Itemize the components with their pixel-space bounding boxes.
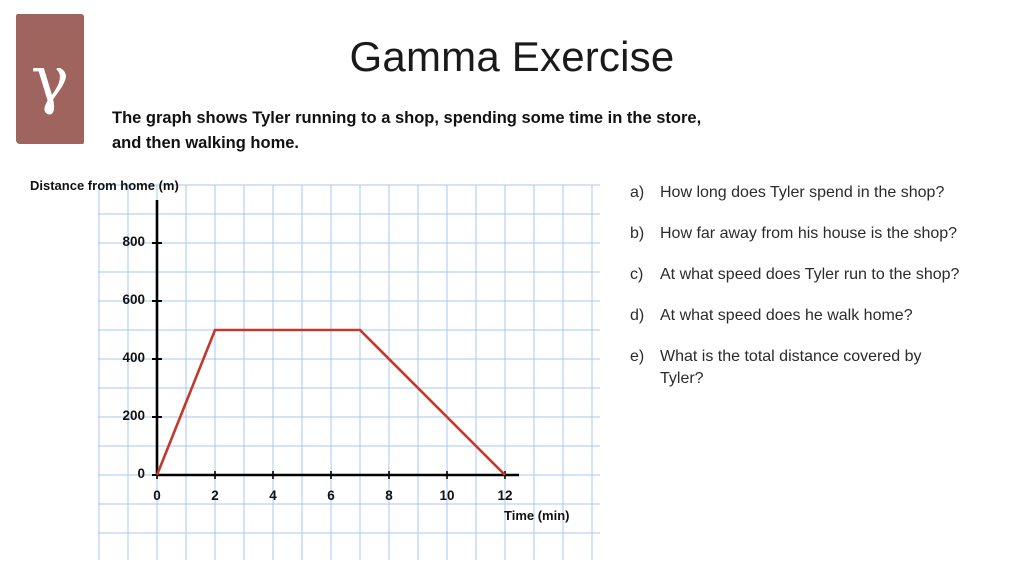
question-text: At what speed does he walk home? (660, 307, 913, 324)
y-axis-tick-label: 800 (122, 234, 145, 249)
y-axis-tick-label: 0 (137, 466, 145, 481)
x-axis-tick-label: 8 (385, 488, 393, 503)
distance-time-graph: Distance from home (m) Time (min) 0 200 40… (22, 170, 622, 570)
intro-paragraph: The graph shows Tyler running to a shop,… (112, 109, 702, 152)
graph-grid (98, 184, 600, 560)
question-marker: d) (630, 307, 645, 324)
question-marker: c) (630, 266, 644, 283)
x-axis-tick-label: 4 (269, 488, 277, 503)
x-axis-tick-label: 6 (327, 488, 335, 503)
y-axis-title: Distance from home (m) (30, 178, 179, 193)
question-item: e) What is the total distance covered by … (630, 346, 960, 390)
x-axis-tick-label: 2 (211, 488, 219, 503)
question-text: How far away from his house is the shop? (660, 225, 958, 242)
y-axis-tick-label: 200 (122, 408, 145, 423)
question-item: b) How far away from his house is the sho… (630, 223, 960, 245)
question-text: At what speed does Tyler run to the shop… (660, 266, 960, 283)
gamma-symbol-icon: γ (30, 43, 70, 117)
question-text: What is the total distance covered by Ty… (660, 348, 922, 387)
question-marker: a) (630, 184, 645, 201)
question-marker: e) (630, 348, 645, 365)
gamma-logo: γ (14, 14, 86, 144)
x-axis-title: Time (min) (504, 508, 570, 523)
question-item: d) At what speed does he walk home? (630, 305, 960, 327)
x-axis-tick-label: 0 (153, 488, 161, 503)
question-item: a) How long does Tyler spend in the shop? (630, 182, 960, 204)
question-marker: b) (630, 225, 645, 242)
page-title: Gamma Exercise (349, 33, 675, 80)
y-axis-tick-label: 400 (122, 350, 145, 365)
question-text: How long does Tyler spend in the shop? (660, 184, 945, 201)
question-list: a) How long does Tyler spend in the shop?… (630, 182, 960, 409)
x-axis-tick-label: 12 (497, 488, 513, 503)
graph-plot (152, 200, 519, 479)
series-line (155, 328, 506, 476)
question-item: c) At what speed does Tyler run to the sh… (630, 264, 960, 286)
y-axis-tick-label: 600 (122, 292, 145, 307)
x-axis-tick-label: 10 (439, 488, 455, 503)
